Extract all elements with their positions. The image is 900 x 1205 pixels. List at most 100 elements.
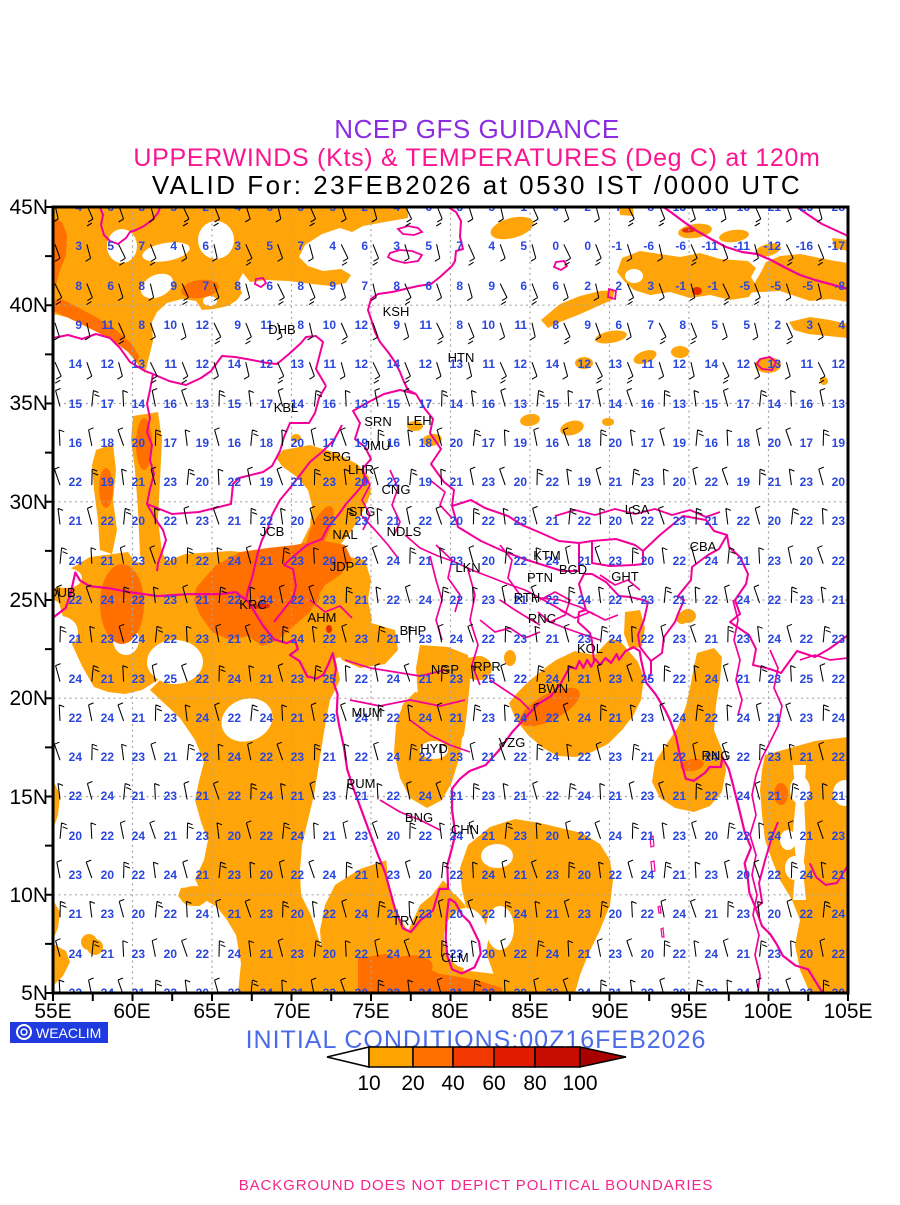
svg-text:24: 24	[101, 986, 115, 1000]
svg-text:95E: 95E	[670, 1000, 707, 1023]
svg-text:8: 8	[552, 318, 559, 332]
svg-text:13: 13	[196, 397, 210, 411]
svg-text:23: 23	[705, 868, 719, 882]
svg-text:23: 23	[419, 632, 433, 646]
svg-text:20: 20	[450, 514, 464, 528]
svg-text:17: 17	[578, 397, 592, 411]
svg-text:40: 40	[441, 1072, 464, 1095]
svg-text:12: 12	[355, 357, 369, 371]
svg-text:40N: 40N	[9, 294, 48, 317]
svg-text:20: 20	[69, 829, 83, 843]
svg-text:20: 20	[641, 554, 655, 568]
svg-text:2: 2	[774, 318, 781, 332]
svg-text:21: 21	[514, 593, 528, 607]
svg-text:24: 24	[260, 711, 274, 725]
svg-text:RNG: RNG	[702, 748, 731, 763]
svg-text:21: 21	[419, 554, 433, 568]
svg-text:21: 21	[705, 632, 719, 646]
svg-text:21: 21	[291, 986, 305, 1000]
svg-text:24: 24	[69, 750, 83, 764]
svg-text:23: 23	[482, 711, 496, 725]
svg-text:22: 22	[132, 868, 146, 882]
svg-text:21: 21	[768, 711, 782, 725]
svg-text:22: 22	[737, 750, 751, 764]
svg-text:22: 22	[69, 789, 83, 803]
svg-text:16: 16	[546, 436, 560, 450]
svg-text:17: 17	[737, 397, 751, 411]
svg-text:6: 6	[615, 318, 622, 332]
svg-text:7: 7	[456, 239, 463, 253]
svg-text:21: 21	[673, 868, 687, 882]
svg-text:TRV: TRV	[392, 913, 418, 928]
svg-text:13: 13	[132, 357, 146, 371]
svg-text:3: 3	[456, 200, 463, 214]
svg-text:25: 25	[482, 672, 496, 686]
svg-text:100: 100	[562, 1072, 597, 1095]
svg-text:21: 21	[578, 672, 592, 686]
svg-text:24: 24	[132, 632, 146, 646]
svg-text:20: 20	[609, 907, 623, 921]
svg-text:23: 23	[196, 829, 210, 843]
svg-text:9: 9	[170, 279, 177, 293]
svg-text:21: 21	[705, 514, 719, 528]
svg-text:17: 17	[419, 397, 433, 411]
svg-text:LHR: LHR	[348, 462, 374, 477]
svg-text:23: 23	[450, 672, 464, 686]
svg-text:-28: -28	[828, 200, 846, 214]
svg-text:90E: 90E	[591, 1000, 628, 1023]
svg-text:11: 11	[323, 357, 336, 371]
svg-text:HTN: HTN	[448, 350, 475, 365]
svg-text:KOL: KOL	[577, 641, 603, 656]
svg-text:22: 22	[419, 829, 433, 843]
svg-text:16: 16	[228, 436, 242, 450]
svg-text:24: 24	[196, 711, 210, 725]
svg-text:20: 20	[641, 947, 655, 961]
svg-text:22: 22	[323, 907, 337, 921]
svg-text:20: 20	[164, 554, 178, 568]
svg-text:4: 4	[170, 239, 177, 253]
svg-text:STG: STG	[349, 504, 376, 519]
svg-text:15: 15	[387, 397, 401, 411]
svg-text:19: 19	[260, 475, 274, 489]
svg-text:19: 19	[101, 475, 115, 489]
svg-text:18: 18	[737, 436, 751, 450]
svg-text:22: 22	[546, 986, 560, 1000]
svg-text:8: 8	[138, 279, 145, 293]
svg-text:24: 24	[419, 711, 433, 725]
svg-text:4: 4	[329, 239, 336, 253]
svg-text:24: 24	[768, 829, 782, 843]
svg-text:23: 23	[419, 907, 433, 921]
svg-text:22: 22	[832, 947, 846, 961]
svg-text:8: 8	[393, 279, 400, 293]
svg-text:NCEP GFS GUIDANCE: NCEP GFS GUIDANCE	[334, 114, 619, 144]
svg-text:15N: 15N	[9, 786, 48, 809]
svg-text:8: 8	[138, 318, 145, 332]
svg-text:23: 23	[132, 750, 146, 764]
svg-text:12: 12	[578, 357, 592, 371]
svg-text:-1: -1	[675, 279, 686, 293]
svg-text:21: 21	[132, 475, 146, 489]
svg-text:20: 20	[196, 475, 210, 489]
svg-text:16: 16	[323, 397, 337, 411]
svg-text:24: 24	[546, 947, 560, 961]
svg-text:21: 21	[450, 711, 464, 725]
svg-text:9: 9	[488, 279, 495, 293]
svg-text:22: 22	[228, 789, 242, 803]
svg-text:DUB: DUB	[48, 585, 75, 600]
svg-text:24: 24	[387, 750, 401, 764]
svg-text:85E: 85E	[511, 1000, 548, 1023]
svg-text:80E: 80E	[431, 1000, 468, 1023]
svg-text:23: 23	[69, 868, 83, 882]
svg-text:24: 24	[737, 711, 751, 725]
svg-text:21: 21	[768, 789, 782, 803]
svg-text:24: 24	[705, 947, 719, 961]
svg-text:21: 21	[450, 475, 464, 489]
svg-text:21: 21	[482, 829, 496, 843]
svg-text:22: 22	[355, 672, 369, 686]
svg-text:21: 21	[196, 789, 210, 803]
svg-text:21: 21	[69, 632, 83, 646]
svg-text:23: 23	[641, 986, 655, 1000]
svg-text:5: 5	[266, 239, 273, 253]
svg-text:3: 3	[297, 200, 304, 214]
svg-text:23: 23	[164, 711, 178, 725]
